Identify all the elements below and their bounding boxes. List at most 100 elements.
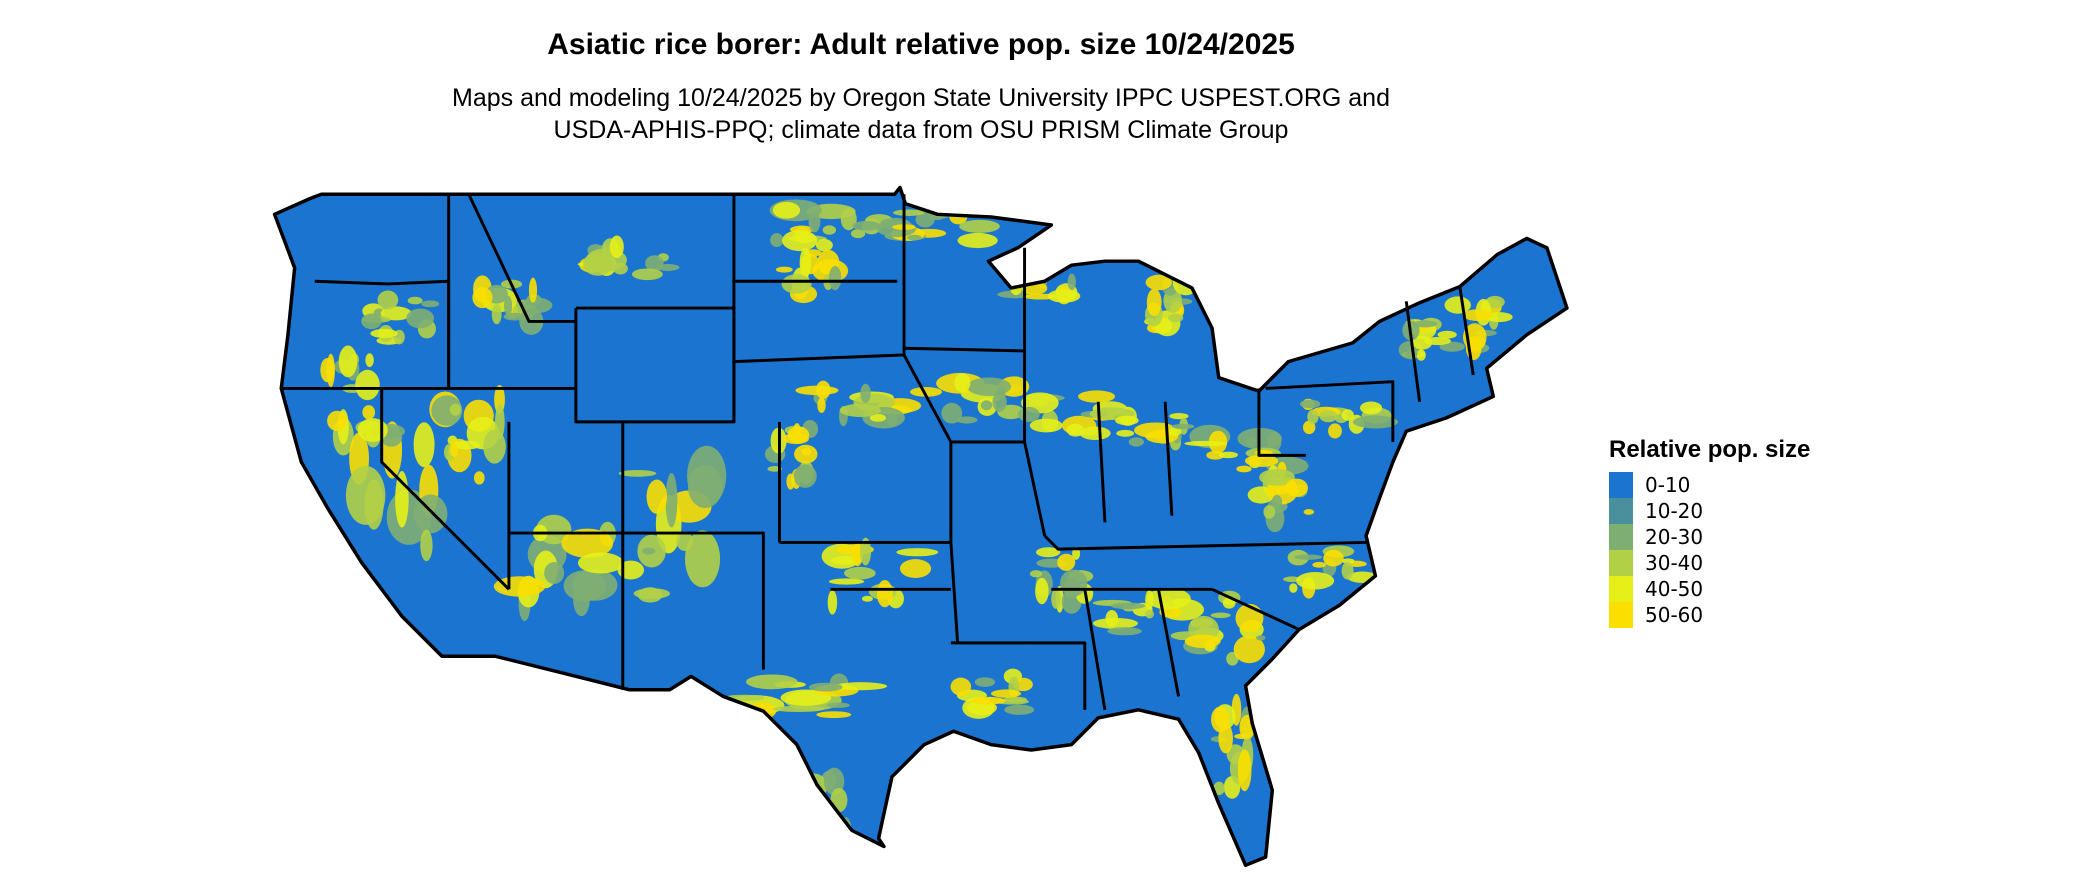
hotspot-patch <box>1341 409 1354 421</box>
hotspot-patch <box>491 304 502 325</box>
hotspot-patch <box>609 235 624 259</box>
hotspot-patch <box>816 380 831 400</box>
hotspot-patch <box>1485 312 1513 323</box>
hotspot-patch <box>1107 627 1142 636</box>
legend: Relative pop. size 0-10 10-20 20-30 30-40 40… <box>1609 436 1810 628</box>
hotspot-patch <box>772 705 825 712</box>
hotspot-patch <box>577 552 624 574</box>
hotspot-patch <box>1057 553 1076 571</box>
hotspot-patch <box>1294 554 1323 560</box>
legend-item: 20-30 <box>1609 524 1810 550</box>
state-border <box>1157 589 1181 697</box>
hotspot-patch <box>1145 274 1172 291</box>
hotspot-patch <box>899 559 932 579</box>
state-border <box>903 346 1025 353</box>
hotspot-patch <box>1004 704 1035 715</box>
hotspot-patch <box>684 530 721 588</box>
hotspot-patch <box>770 233 784 248</box>
hotspot-patch <box>1145 609 1154 619</box>
hotspot-patch <box>956 416 978 424</box>
hotspot-patch <box>1004 264 1036 277</box>
state-border <box>1096 401 1107 523</box>
hotspot-patch <box>746 674 798 690</box>
hotspot-patch <box>1303 509 1315 515</box>
hotspot-patch <box>817 397 826 413</box>
hotspot-patch <box>811 810 839 821</box>
hotspot-patch <box>1236 465 1252 473</box>
hotspot-patch <box>815 239 833 252</box>
hotspot-patch <box>1341 558 1355 564</box>
hotspot-patch <box>910 386 943 397</box>
hotspot-patch <box>406 308 435 329</box>
hotspot-patch <box>794 444 818 464</box>
hotspot-patch <box>1110 602 1146 610</box>
hotspot-patch <box>1237 749 1252 792</box>
hotspot-patch <box>449 403 462 416</box>
hotspot-patch <box>893 209 925 216</box>
hotspot-patch <box>361 313 382 330</box>
hotspot-patch <box>320 357 335 383</box>
hotspot-patch <box>861 595 873 602</box>
conus-outline <box>274 187 1567 866</box>
hotspot-patch <box>844 566 876 580</box>
legend-item: 50-60 <box>1609 602 1810 628</box>
hotspot-patch <box>795 232 814 244</box>
hotspot-patch <box>1285 478 1308 497</box>
hotspot-patch <box>1169 412 1189 420</box>
state-border <box>733 353 905 364</box>
hotspot-patch <box>781 274 812 294</box>
hotspot-patch <box>808 211 821 233</box>
hotspot-patch <box>907 234 922 241</box>
hotspot-patch <box>816 711 852 719</box>
hotspot-patch <box>970 696 1006 705</box>
hotspot-patch <box>1128 437 1144 447</box>
hotspot-patch <box>822 225 837 235</box>
hotspot-patch <box>637 587 663 603</box>
hotspot-patch <box>327 410 348 431</box>
hotspot-patch <box>561 528 614 558</box>
legend-title: Relative pop. size <box>1609 436 1811 463</box>
hotspot-patch <box>345 465 386 525</box>
hotspot-patch <box>1078 390 1116 403</box>
hotspot-patch <box>687 464 723 509</box>
state-border <box>1023 247 1047 537</box>
hotspot-patch <box>814 815 838 823</box>
hotspot-patch <box>1029 570 1043 578</box>
state-border <box>380 388 510 591</box>
hotspot-patch <box>1319 410 1338 423</box>
hotspot-patch <box>472 287 493 309</box>
state-borders <box>281 193 1475 711</box>
hotspot-patch <box>1359 401 1383 415</box>
hotspot-patch <box>860 383 871 403</box>
subtitle-line-2: USDA-APHIS-PPQ; climate data from OSU PR… <box>553 116 1289 144</box>
hotspot-patch <box>1437 330 1457 339</box>
hotspot-patch <box>1067 273 1076 291</box>
hotspot-patch <box>950 677 972 696</box>
hotspot-patch <box>996 387 1006 399</box>
hotspot-patch <box>1296 572 1335 590</box>
legend-label: 20-30 <box>1645 525 1704 549</box>
hotspot-patch <box>830 787 848 813</box>
hotspot-patch <box>1115 415 1139 426</box>
hotspot-patch <box>775 266 793 273</box>
hotspot-patch <box>1168 313 1184 323</box>
state-border <box>1265 380 1395 442</box>
hotspot-patch <box>1307 409 1319 424</box>
hotspot-patch <box>826 702 850 708</box>
hotspot-patch <box>957 232 998 249</box>
hotspot-patch <box>1485 295 1505 309</box>
hotspot-patch <box>1146 587 1191 610</box>
hotspot-patch <box>799 247 812 279</box>
state-border <box>1043 534 1367 551</box>
hotspot-patch <box>1066 423 1085 437</box>
hotspot-patch <box>1206 450 1225 460</box>
legend-label: 30-40 <box>1645 551 1704 575</box>
hotspot-patch <box>357 418 388 442</box>
hotspot-patch <box>782 433 810 445</box>
hotspot-patch <box>528 277 538 303</box>
hotspot-patch <box>1035 547 1061 558</box>
hotspot-patch <box>886 413 898 427</box>
state-border <box>1211 587 1300 631</box>
hotspot-patch <box>793 464 817 488</box>
